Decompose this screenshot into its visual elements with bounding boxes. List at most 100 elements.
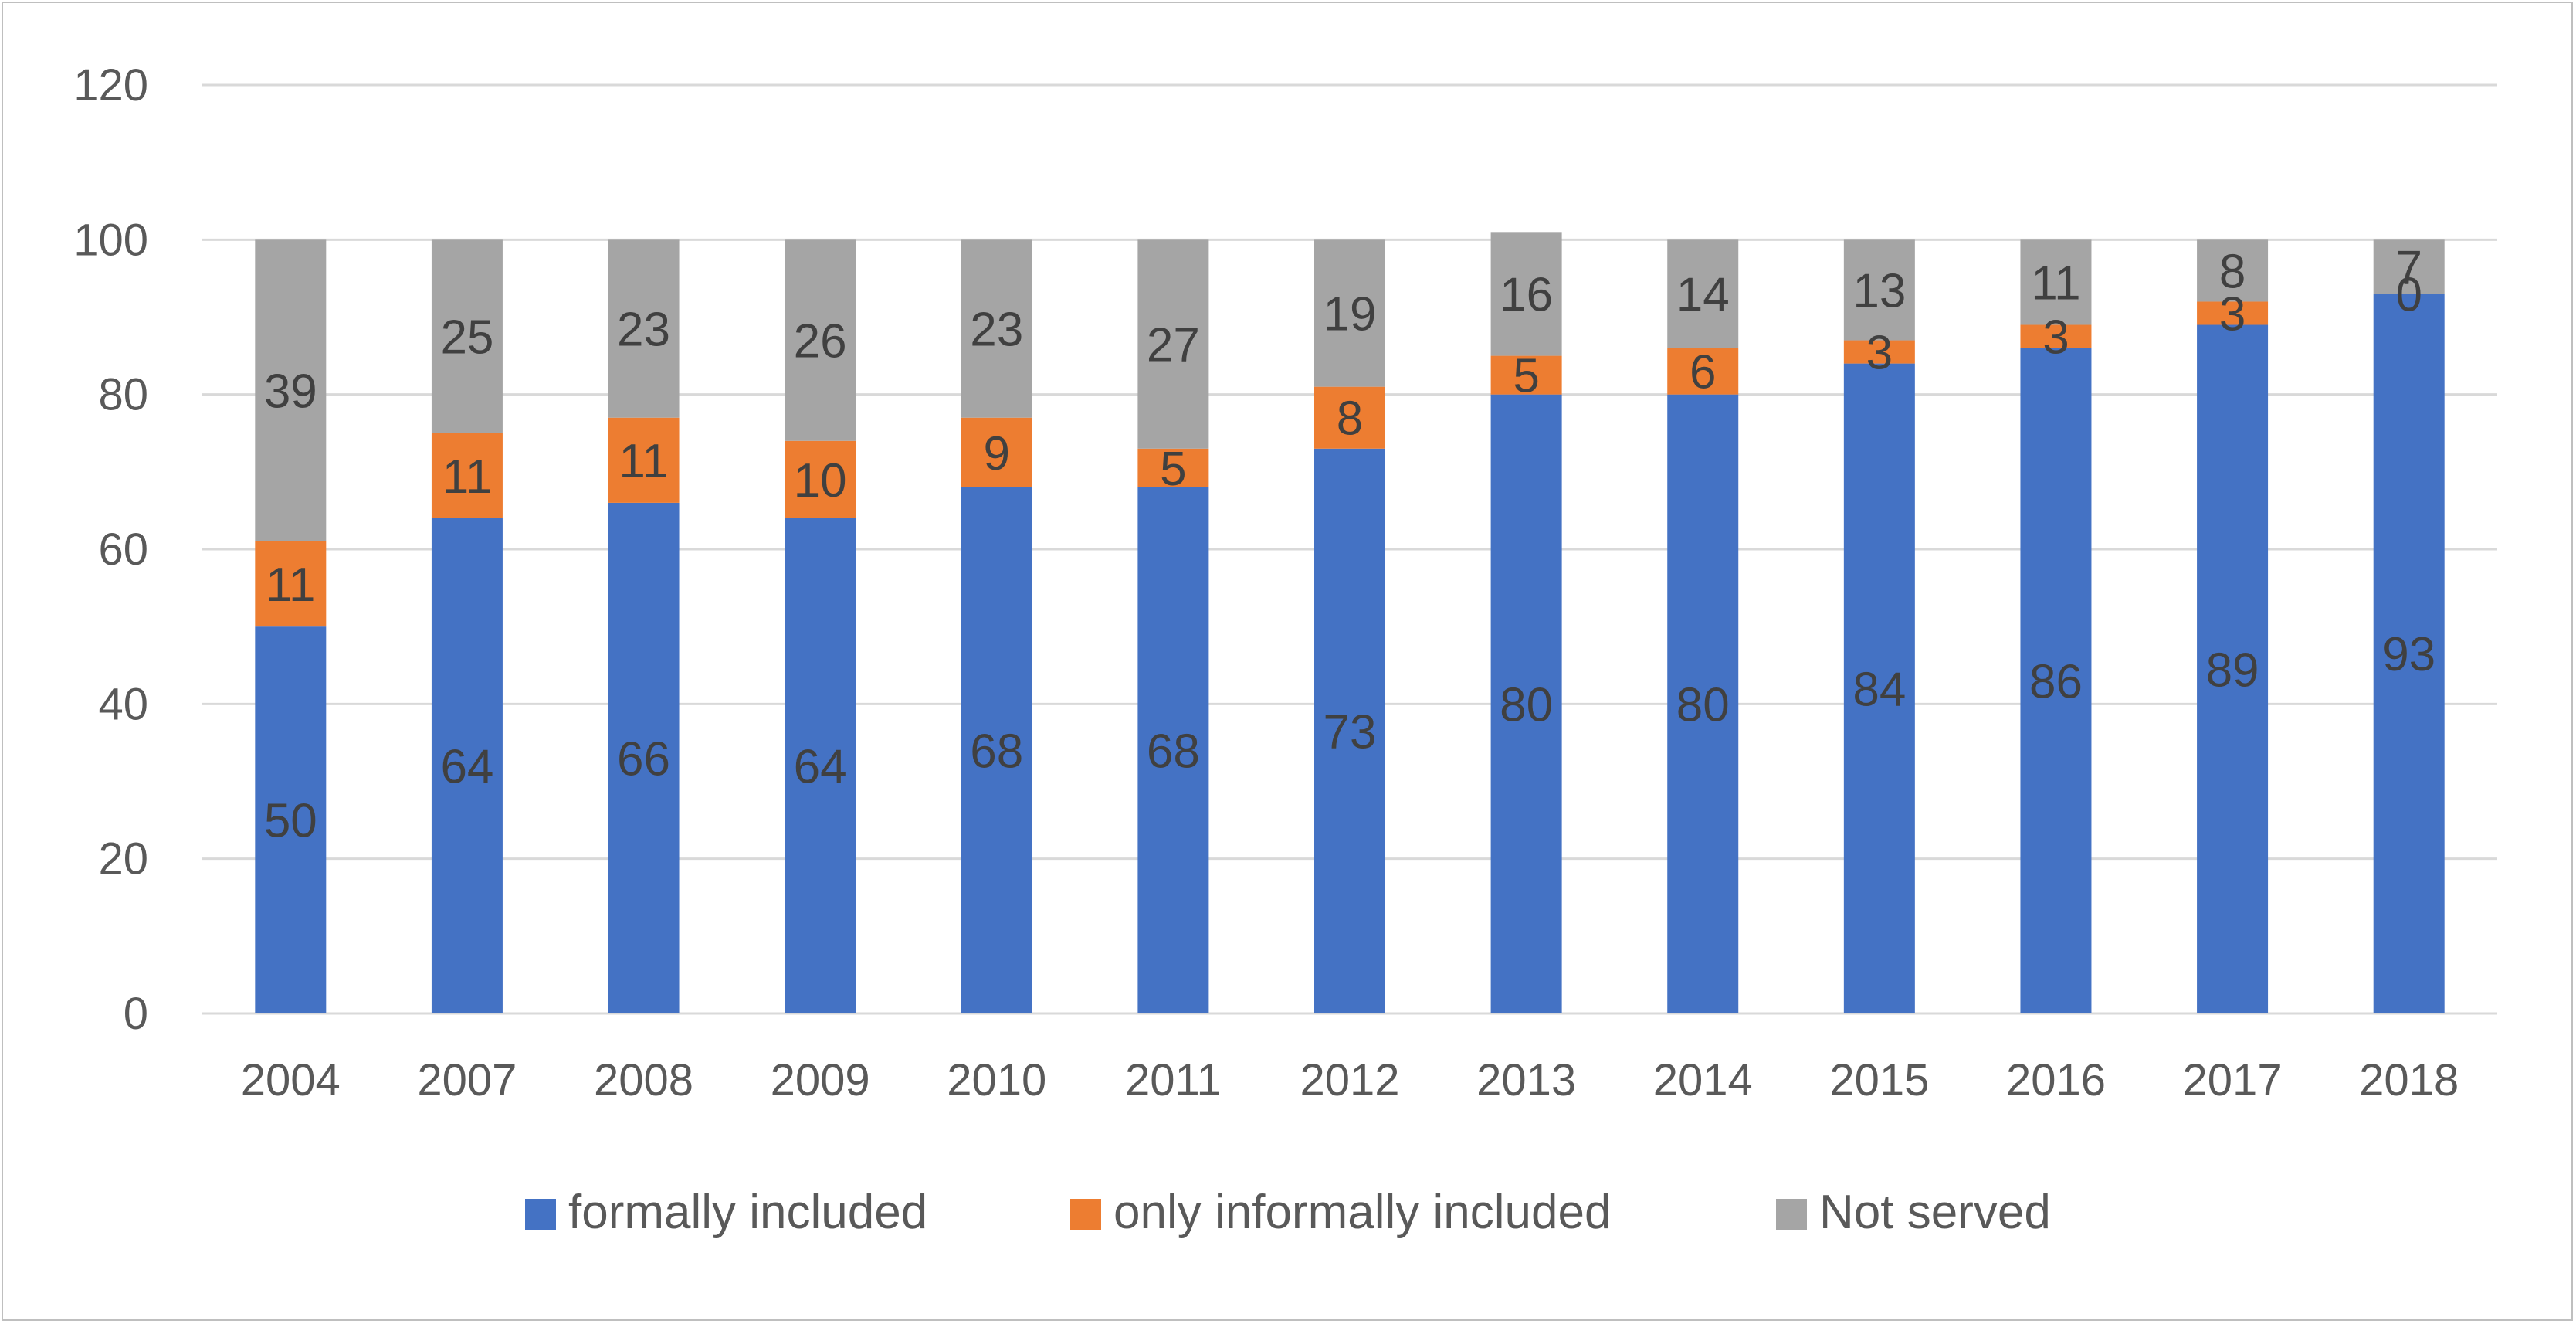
data-label-formally-included-2011: 68 (1147, 725, 1200, 778)
data-label-not-served-2018: 7 (2395, 241, 2422, 294)
legend-swatch-only-informally-included (1070, 1199, 1101, 1230)
bar-formally-included-2008 (608, 502, 680, 1013)
bar-formally-included-2018 (2373, 294, 2445, 1013)
data-label-formally-included-2007: 64 (440, 740, 493, 793)
bar-only-informally-included-2014 (1667, 348, 1739, 395)
bar-not-served-2012 (1314, 239, 1385, 387)
bar-formally-included-2013 (1490, 394, 1562, 1014)
data-label-only-informally-included-2012: 8 (1337, 392, 1363, 446)
data-label-not-served-2004: 39 (264, 365, 317, 419)
data-label-formally-included-2013: 80 (1500, 678, 1553, 732)
bar-not-served-2014 (1667, 239, 1739, 348)
bar-not-served-2010 (961, 239, 1032, 418)
data-label-formally-included-2012: 73 (1324, 705, 1377, 759)
x-tick-label-2017: 2017 (2183, 1055, 2283, 1105)
data-label-not-served-2013: 16 (1500, 268, 1553, 321)
data-label-only-informally-included-2004: 11 (266, 558, 315, 612)
data-label-only-informally-included-2010: 9 (984, 427, 1010, 480)
data-label-formally-included-2014: 80 (1676, 678, 1730, 732)
x-tick-label-2015: 2015 (1829, 1055, 1929, 1105)
bar-only-informally-included-2016 (2020, 324, 2092, 348)
bar-formally-included-2016 (2020, 348, 2092, 1014)
bars (255, 232, 2445, 1014)
legend-label-not-served: Not served (1819, 1186, 2051, 1239)
x-tick-label-2007: 2007 (417, 1055, 517, 1105)
x-tick-label-2011: 2011 (1125, 1055, 1222, 1105)
bar-formally-included-2015 (1843, 363, 1915, 1014)
data-label-only-informally-included-2018: 0 (2395, 268, 2422, 321)
bar-formally-included-2012 (1314, 448, 1385, 1013)
data-label-formally-included-2004: 50 (264, 795, 317, 848)
data-label-only-informally-included-2013: 5 (1513, 350, 1539, 403)
bar-only-informally-included-2004 (255, 541, 327, 627)
bar-not-served-2015 (1843, 239, 1915, 341)
y-tick-label: 120 (73, 60, 148, 110)
bar-only-informally-included-2010 (961, 417, 1032, 487)
x-tick-label-2004: 2004 (241, 1055, 341, 1105)
data-label-not-served-2007: 25 (440, 311, 493, 365)
legend-label-formally-included: formally included (568, 1186, 927, 1239)
bar-not-served-2011 (1137, 239, 1209, 449)
bar-only-informally-included-2015 (1843, 340, 1915, 364)
x-tick-label-2018: 2018 (2359, 1055, 2459, 1105)
data-label-not-served-2010: 23 (970, 304, 1023, 357)
bar-only-informally-included-2008 (608, 417, 680, 503)
data-label-not-served-2014: 14 (1676, 268, 1730, 321)
y-tick-label: 60 (98, 525, 148, 575)
x-tick-label-2009: 2009 (771, 1055, 870, 1105)
data-label-formally-included-2008: 66 (617, 732, 670, 786)
data-label-formally-included-2018: 93 (2382, 628, 2435, 681)
bar-only-informally-included-2017 (2197, 301, 2269, 325)
data-label-formally-included-2015: 84 (1852, 663, 1906, 716)
legend-swatch-formally-included (525, 1199, 556, 1230)
data-label-not-served-2011: 27 (1147, 319, 1200, 372)
x-tick-label-2014: 2014 (1653, 1055, 1753, 1105)
x-tick-label-2013: 2013 (1476, 1055, 1576, 1105)
bar-not-served-2016 (2020, 239, 2092, 325)
bar-formally-included-2014 (1667, 394, 1739, 1014)
legend-swatch-not-served (1776, 1199, 1807, 1230)
bar-formally-included-2010 (961, 487, 1032, 1013)
bar-only-informally-included-2013 (1490, 355, 1562, 395)
bar-only-informally-included-2011 (1137, 448, 1209, 487)
bar-formally-included-2017 (2197, 324, 2269, 1013)
y-tick-label: 100 (73, 215, 148, 265)
bar-formally-included-2007 (431, 518, 503, 1013)
y-tick-label: 20 (98, 834, 148, 884)
y-tick-label: 0 (124, 989, 148, 1039)
bar-not-served-2007 (431, 239, 503, 433)
data-label-only-informally-included-2014: 6 (1690, 346, 1716, 399)
data-label-not-served-2017: 8 (2219, 245, 2246, 298)
data-label-formally-included-2010: 68 (970, 725, 1023, 778)
data-label-formally-included-2009: 64 (794, 740, 847, 793)
legend-label-only-informally-included: only informally included (1113, 1186, 1611, 1239)
bar-formally-included-2009 (785, 518, 856, 1013)
bar-not-served-2013 (1490, 232, 1562, 356)
data-label-only-informally-included-2016: 3 (2042, 311, 2069, 365)
data-label-only-informally-included-2011: 5 (1160, 443, 1186, 496)
bar-formally-included-2011 (1137, 487, 1209, 1013)
data-label-only-informally-included-2015: 3 (1866, 327, 1893, 380)
y-axis-tick-labels: 0 20 40 60 80 100 120 (73, 60, 148, 1039)
data-label-only-informally-included-2007: 11 (442, 450, 492, 504)
data-label-only-informally-included-2017: 3 (2219, 287, 2246, 341)
legend: formally included only informally include… (525, 1186, 2051, 1239)
bar-not-served-2008 (608, 239, 680, 418)
bar-not-served-2004 (255, 239, 327, 541)
bar-only-informally-included-2009 (785, 440, 856, 518)
x-axis-tick-labels: 2004 2007 2008 2009 2010 2011 2012 2013 2014 2015… (241, 1055, 2459, 1105)
data-label-formally-included-2017: 89 (2206, 643, 2259, 697)
data-label-not-served-2008: 23 (617, 304, 670, 357)
data-labels: 5011396411256611236410266892368527738198… (264, 241, 2435, 847)
data-label-not-served-2015: 13 (1852, 264, 1906, 317)
bar-formally-included-2004 (255, 626, 327, 1013)
data-label-not-served-2012: 19 (1324, 287, 1377, 341)
data-label-not-served-2016: 11 (2031, 256, 2080, 310)
bar-not-served-2018 (2373, 239, 2445, 294)
data-label-not-served-2009: 26 (794, 315, 847, 368)
bar-not-served-2009 (785, 239, 856, 441)
x-tick-label-2008: 2008 (594, 1055, 693, 1105)
y-tick-label: 40 (98, 679, 148, 729)
